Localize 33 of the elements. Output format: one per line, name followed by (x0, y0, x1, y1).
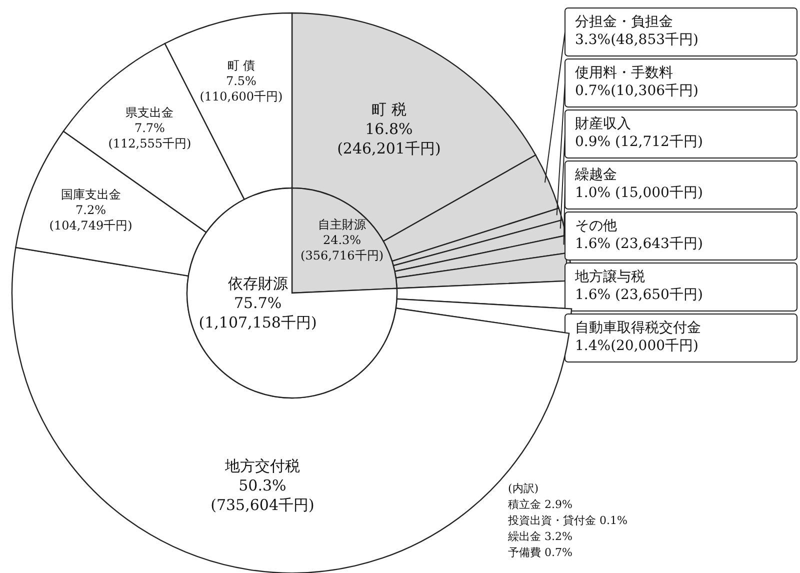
text: 積立金 2.9% (508, 498, 572, 511)
slice-label: 自主財源 (318, 217, 366, 232)
slice-label: 使用料・手数料 (575, 65, 673, 81)
slice-label: 町 税 (372, 100, 406, 119)
data-label: 50.3% (735,604千円) (210, 476, 314, 514)
slice-label: 自動車取得税交付金 (575, 320, 701, 336)
slice-label: 町 債 (227, 58, 256, 73)
data-label: 0.9% (12,712千円) (575, 134, 703, 150)
slice-label: 国庫支出金 (60, 187, 121, 202)
data-label: 7.5% (110,600千円) (200, 74, 283, 104)
text: 予備費 0.7% (508, 546, 572, 559)
data-label: 7.7% (112,555千円) (108, 121, 192, 151)
slice-label: 財産収入 (575, 116, 631, 132)
data-label: 1.0% (15,000千円) (575, 185, 703, 202)
data-label: 75.7% (1,107,158千円) (198, 294, 317, 332)
slice-label: 県支出金 (126, 106, 174, 120)
slice-label: 地方譲与税 (574, 269, 645, 285)
data-label: 1.6% (23,643千円) (575, 236, 703, 252)
data-label: 1.4%(20,000千円) (575, 338, 698, 354)
text: (内訳) (508, 482, 539, 495)
data-label: 1.6% (23,650千円) (575, 287, 703, 304)
text: 投資出資・貸付金 0.1% (507, 514, 628, 527)
slice-label: 依存財源 (228, 274, 288, 292)
slice-label: 繰越金 (574, 167, 617, 183)
slice-label: その他 (575, 218, 617, 234)
text: 繰出金 3.2% (507, 530, 572, 543)
data-label: 0.7%(10,306千円) (575, 83, 698, 100)
data-label: 24.3% (356,716千円) (300, 232, 384, 262)
data-label: 3.3%(48,853千円) (575, 32, 698, 48)
data-label: 16.8% (246,201千円) (337, 120, 441, 158)
slice-label: 地方交付税 (224, 457, 300, 476)
slice-label: 分担金・負担金 (575, 14, 673, 30)
data-label: 7.2% (104,749千円) (49, 203, 132, 233)
